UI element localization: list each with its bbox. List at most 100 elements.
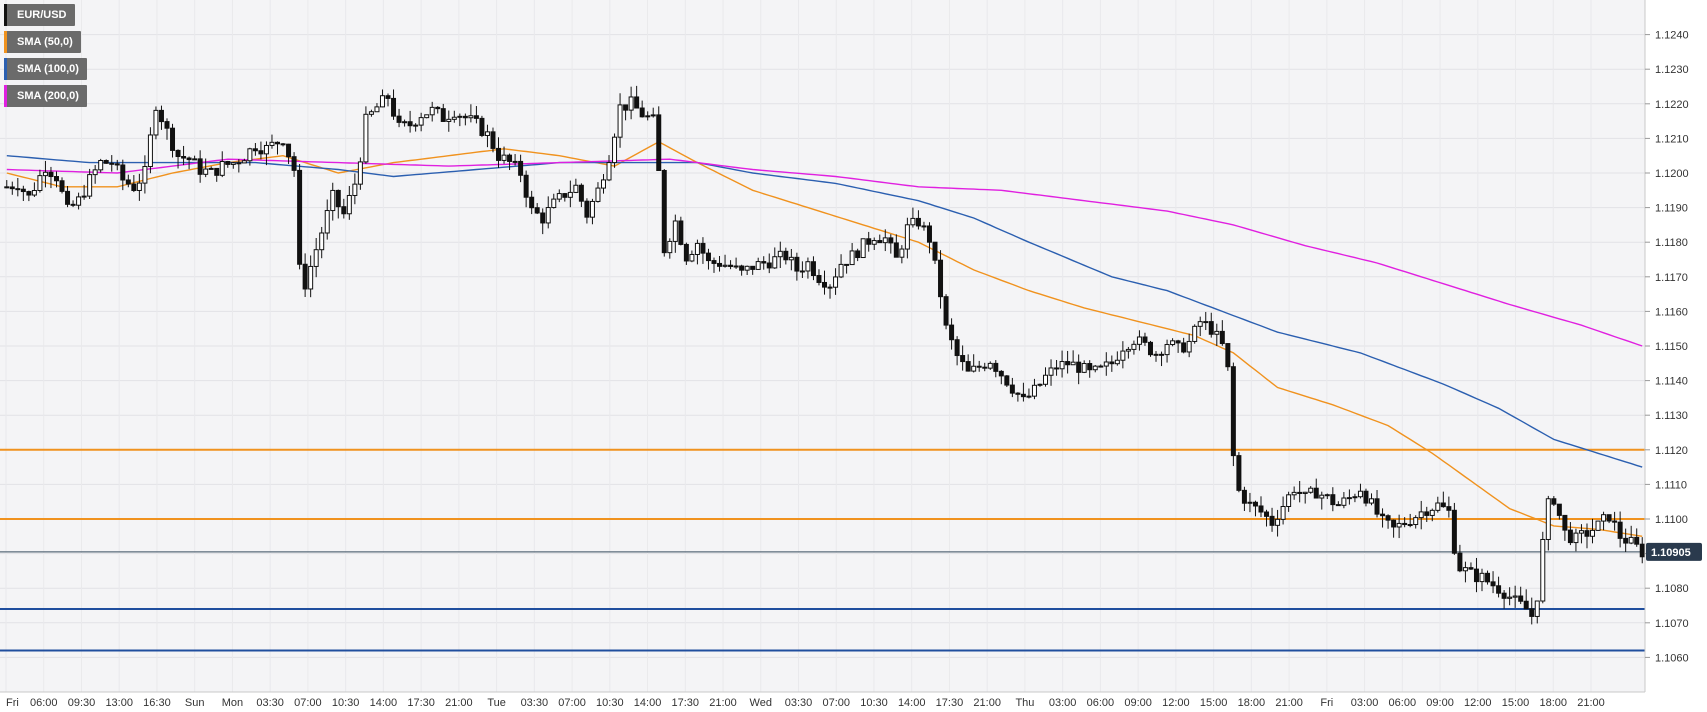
time-tick-label: 12:00 (1162, 697, 1190, 709)
legend-item-eurusd[interactable]: EUR/USD (4, 4, 75, 26)
candle-bearish (1485, 572, 1491, 583)
candle-bullish (501, 154, 507, 161)
candle-bullish (1396, 522, 1402, 528)
candle-bullish (468, 115, 474, 119)
price-tick-label: 1.1200 (1655, 168, 1689, 180)
candle-bullish (1308, 487, 1314, 493)
candle-bullish (1407, 524, 1413, 527)
candle-bearish (302, 263, 308, 290)
candle-bullish (142, 166, 148, 184)
candle-bearish (236, 162, 242, 165)
candle-bullish (971, 365, 977, 372)
candle-bullish (1037, 383, 1043, 386)
candle-bearish (926, 225, 932, 243)
candle-bullish (1369, 498, 1374, 504)
time-axis[interactable]: Fri 06:00 09:30 13:00 16:30 Sun Mon 03:30 07:00 1… (0, 691, 1645, 709)
candle-bullish (799, 270, 805, 273)
candle-bearish (1556, 503, 1562, 516)
candle-bearish (473, 115, 479, 119)
candle-bearish (683, 243, 689, 262)
candle-bearish (949, 324, 955, 341)
candle-bullish (849, 250, 855, 266)
candle-bearish (26, 191, 32, 196)
candle-bullish (1429, 509, 1435, 516)
candle-bullish (1357, 490, 1363, 498)
price-tick-label: 1.1150 (1655, 341, 1688, 353)
time-tick-label: 09:30 (68, 697, 96, 709)
candle-bearish (65, 190, 71, 205)
candle-bearish (1087, 363, 1093, 371)
candle-bearish (623, 104, 629, 111)
time-tick-label: 17:30 (407, 697, 435, 709)
candle-bullish (1352, 496, 1358, 499)
price-tick-label: 1.1190 (1655, 203, 1688, 215)
legend-label-eurusd: EUR/USD (17, 9, 67, 21)
candle-bullish (363, 113, 369, 163)
candle-bearish (844, 263, 850, 266)
candle-bullish (402, 121, 408, 124)
candle-bullish (1081, 363, 1087, 373)
candle-bearish (335, 189, 341, 208)
price-axis[interactable]: 1.10601.10701.10801.10901.11001.11101.11… (1644, 0, 1689, 692)
candle-bullish (424, 114, 430, 119)
time-tick-label: 14:00 (634, 697, 662, 709)
legend-item-sma100[interactable]: SMA (100,0) (4, 58, 87, 80)
legend-label-sma100: SMA (100,0) (17, 63, 79, 75)
candle-bullish (573, 184, 579, 193)
candle-bullish (1048, 367, 1054, 376)
candle-bullish (319, 232, 325, 251)
candle-bearish (53, 176, 59, 182)
legend-item-sma200[interactable]: SMA (200,0) (4, 85, 87, 107)
candle-bullish (1120, 350, 1126, 361)
candle-bullish (899, 248, 905, 258)
time-tick-label: 10:30 (596, 697, 624, 709)
candle-bearish (639, 107, 645, 118)
time-tick-label: 21:00 (1577, 697, 1605, 709)
candle-bullish (269, 141, 275, 146)
candle-bearish (59, 180, 65, 192)
candle-bearish (286, 143, 292, 158)
price-tick-label: 1.1220 (1655, 99, 1689, 111)
candle-bearish (479, 117, 485, 136)
candle-bullish (1098, 365, 1104, 368)
legend-item-sma50[interactable]: SMA (50,0) (4, 31, 81, 53)
candle-bearish (1109, 361, 1115, 365)
legend-swatch-sma50 (4, 31, 7, 53)
time-tick-label: 10:30 (860, 697, 888, 709)
candle-bullish (1043, 374, 1049, 385)
candle-bullish (1601, 514, 1607, 522)
candle-bullish (744, 265, 750, 271)
candle-bullish (324, 210, 330, 234)
candle-bearish (1181, 342, 1187, 353)
candle-bullish (1462, 567, 1468, 572)
candle-bearish (1424, 511, 1430, 516)
candle-bearish (1551, 498, 1557, 505)
candle-bearish (1269, 515, 1275, 526)
candle-bullish (241, 160, 247, 164)
candle-bullish (1280, 505, 1286, 520)
candle-bullish (777, 250, 783, 258)
time-tick-label: 12:00 (1464, 697, 1492, 709)
candle-bearish (125, 179, 131, 185)
candle-bearish (15, 188, 21, 191)
candle-bearish (1020, 393, 1026, 398)
candle-bullish (219, 161, 225, 176)
candle-bullish (42, 171, 48, 177)
time-tick-label: Wed (750, 697, 772, 709)
time-tick-label: 14:00 (370, 697, 398, 709)
candle-bearish (164, 121, 170, 129)
candle-bullish (1590, 529, 1596, 537)
time-tick-label: 13:00 (105, 697, 133, 709)
candle-bullish (308, 265, 314, 290)
candle-bearish (1634, 536, 1640, 545)
legend-swatch-sma200 (4, 85, 7, 107)
candle-bullish (92, 169, 98, 176)
candle-bearish (1363, 490, 1369, 504)
candle-bullish (1125, 348, 1131, 352)
candle-bearish (1612, 520, 1618, 523)
candle-bullish (805, 261, 811, 272)
candle-bearish (225, 161, 231, 165)
last-price-tag-bg (1646, 542, 1702, 561)
time-tick-label: 09:00 (1124, 697, 1152, 709)
candle-bearish (562, 193, 568, 198)
